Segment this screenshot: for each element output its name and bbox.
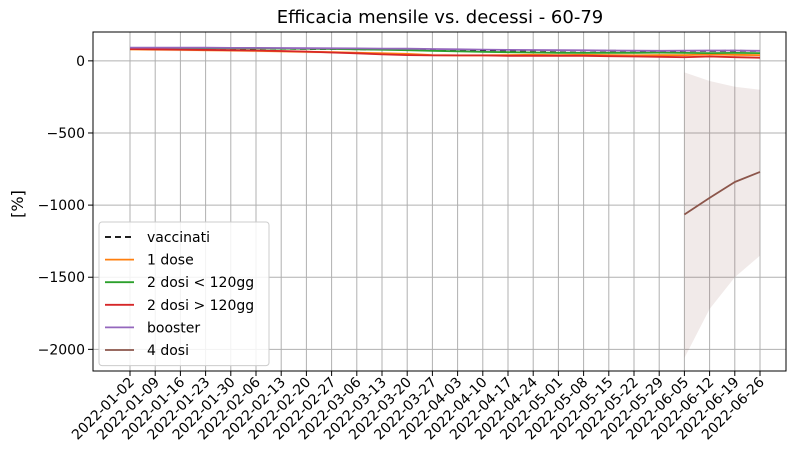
series-lines	[129, 46, 761, 216]
y-tick-label: −1500	[38, 270, 85, 286]
legend-label: 2 dosi > 120gg	[147, 298, 254, 314]
y-axis-label: [%]	[8, 190, 27, 218]
legend-label: 4 dosi	[147, 343, 189, 359]
plot-frame	[92, 31, 787, 372]
x-axis-ticks: 2022-01-022022-01-092022-01-162022-01-23…	[69, 371, 768, 443]
band-4-dosi	[684, 72, 760, 359]
series-line-booster	[130, 46, 761, 52]
legend-label: 2 dosi < 120gg	[147, 275, 254, 291]
legend: vaccinati 1 dose 2 dosi < 120gg 2 dosi > 12…	[98, 221, 270, 367]
y-tick-label: −1000	[38, 198, 85, 214]
legend-label: 1 dose	[147, 253, 194, 269]
legend-box	[98, 221, 270, 367]
legend-label: booster	[147, 320, 200, 336]
y-tick-label: −2000	[38, 342, 85, 358]
y-axis-ticks: 0 −500 −1000 −1500 −2000	[38, 54, 93, 358]
y-tick-label: −500	[47, 126, 85, 142]
series-line-2-dosi-120gg	[129, 48, 761, 59]
grid	[93, 32, 786, 371]
chart-title: Efficacia mensile vs. decessi - 60-79	[277, 7, 604, 28]
legend-label: vaccinati	[147, 230, 210, 246]
y-tick-label: 0	[76, 54, 85, 70]
series-line-4-dosi	[683, 171, 761, 216]
